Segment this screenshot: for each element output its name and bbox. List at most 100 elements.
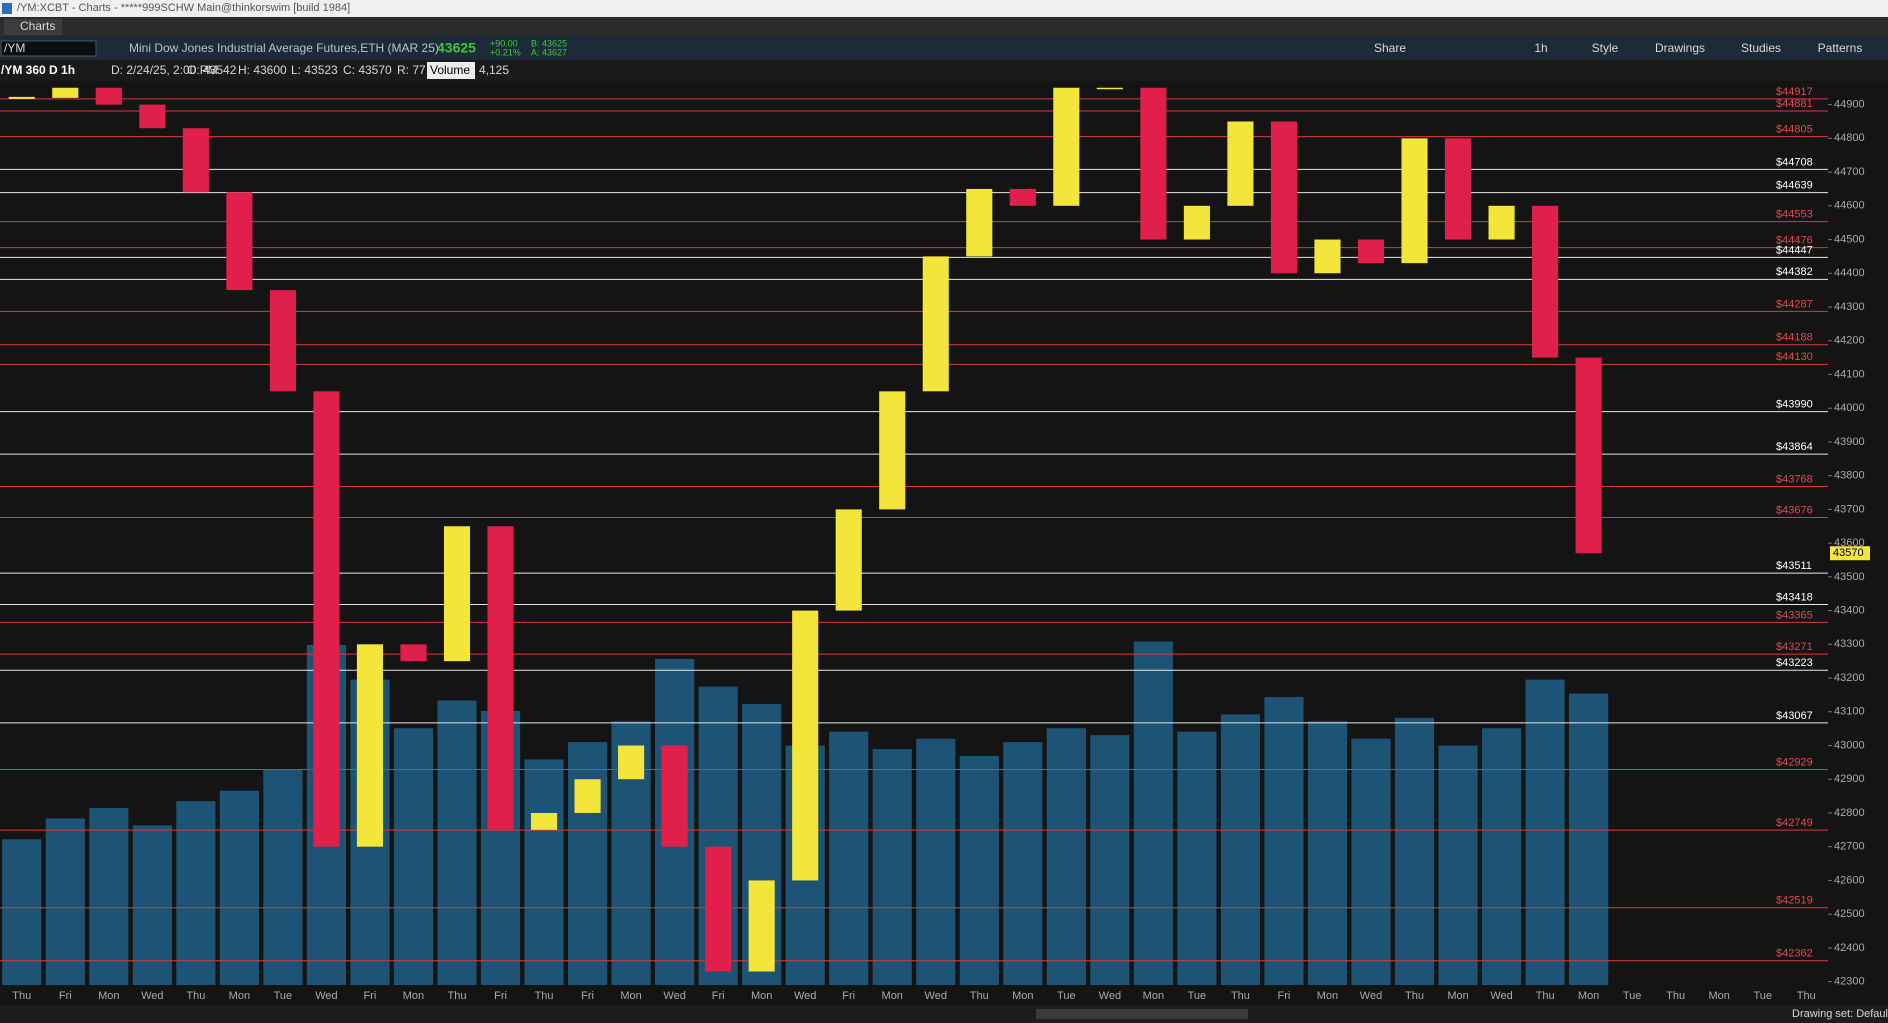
toolbar-button[interactable]: Patterns	[1818, 41, 1863, 55]
x-tick-label: Thu	[12, 990, 31, 1002]
x-tick-label: Thu	[970, 990, 989, 1002]
x-tick-label: Thu	[1797, 990, 1816, 1002]
x-tick-label: Mon	[1317, 990, 1338, 1002]
tab[interactable]	[4, 19, 62, 35]
x-tick-label: Mon	[403, 990, 424, 1002]
x-tick-label: Mon	[1012, 990, 1033, 1002]
y-tick-label: 44000	[1834, 402, 1865, 414]
x-tick-label: Wed	[315, 990, 337, 1002]
y-tick-label: 44800	[1834, 132, 1865, 144]
price-level-label: $44881	[1776, 98, 1813, 110]
volume-bar	[176, 801, 216, 985]
volume-bar	[916, 738, 956, 985]
description: Mini Dow Jones Industrial Average Future…	[129, 41, 439, 55]
x-tick-label: Wed	[663, 990, 685, 1002]
price-level-label: $42929	[1776, 756, 1813, 768]
candle	[52, 87, 79, 98]
price-level-label: $43676	[1776, 504, 1813, 516]
candle	[618, 745, 645, 780]
y-tick-label: 44300	[1834, 301, 1865, 313]
price-level-label: $44188	[1776, 332, 1813, 344]
toolbar-button[interactable]: 1h	[1534, 41, 1547, 55]
volume-bar	[959, 755, 999, 985]
price-level-label: $43511	[1776, 560, 1812, 572]
y-tick-label: 42900	[1834, 773, 1865, 785]
candle	[1314, 239, 1341, 274]
candle	[661, 745, 688, 847]
x-tick-label: Mon	[1708, 990, 1729, 1002]
x-tick-label: Tue	[1188, 990, 1207, 1002]
y-tick-label: 42600	[1834, 874, 1865, 886]
y-tick-label: 43000	[1834, 739, 1865, 751]
y-tick-label: 44900	[1834, 99, 1865, 111]
x-tick-label: Wed	[141, 990, 163, 1002]
x-tick-label: Mon	[1578, 990, 1599, 1002]
toolbar-button[interactable]: Share	[1374, 41, 1406, 55]
x-tick-label: Thu	[535, 990, 554, 1002]
plot-area	[0, 81, 1828, 985]
y-tick-label: 43100	[1834, 706, 1865, 718]
window-title: /YM:XCBT - Charts - *****999SCHW Main@th…	[17, 2, 350, 14]
volume-bar	[829, 731, 869, 985]
candle	[966, 188, 993, 257]
volume-bar	[89, 808, 129, 985]
x-tick-label: Mon	[751, 990, 772, 1002]
drawing-set: Drawing set: Default	[1792, 1008, 1888, 1020]
price-level-label: $43418	[1776, 591, 1813, 603]
candle	[269, 290, 296, 392]
volume-bar	[524, 759, 564, 985]
toolbar-button[interactable]: Studies	[1741, 41, 1781, 55]
volume-bar	[393, 728, 434, 985]
volume-bar	[1569, 693, 1609, 985]
y-tick-label: 44600	[1834, 200, 1865, 212]
x-tick-label: Fri	[1278, 990, 1291, 1002]
x-tick-label: Fri	[842, 990, 855, 1002]
toolbar-button[interactable]: Style	[1592, 41, 1619, 55]
price-level-label: $44130	[1776, 351, 1813, 363]
symbol[interactable]: /YM	[4, 41, 25, 55]
y-tick-label: 42300	[1834, 976, 1865, 988]
volume-bar	[1351, 738, 1391, 985]
x-tick-label: Thu	[1405, 990, 1424, 1002]
candle	[487, 526, 514, 830]
volume-bar	[872, 749, 912, 985]
price-level-label: $43067	[1776, 710, 1813, 722]
bar-high: H: 43600	[238, 63, 287, 77]
x-tick-label: Thu	[1231, 990, 1250, 1002]
scrollbar[interactable]	[1036, 1009, 1248, 1019]
candle	[1532, 205, 1559, 358]
volume-bar	[1177, 731, 1217, 985]
toolbar-button[interactable]: Drawings	[1655, 41, 1705, 55]
x-tick-label: Wed	[1360, 990, 1382, 1002]
tab-bar	[0, 17, 1888, 36]
x-tick-label: Tue	[274, 990, 293, 1002]
symbol-box[interactable]	[0, 40, 97, 57]
candle	[879, 391, 906, 510]
y-tick-label: 44100	[1834, 368, 1865, 380]
candle	[1488, 205, 1515, 240]
y-tick-label: 44500	[1834, 233, 1865, 245]
price-level-label: $43271	[1776, 641, 1813, 653]
x-tick-label: Tue	[1057, 990, 1076, 1002]
bar-open: O: 43542	[187, 63, 237, 77]
volume-bar	[1481, 728, 1522, 985]
tab-label[interactable]: Charts	[20, 19, 55, 33]
candle	[139, 104, 166, 129]
price-level-label: $44708	[1776, 156, 1813, 168]
volume-bar	[263, 769, 303, 985]
x-tick-label: Fri	[494, 990, 507, 1002]
y-tick-label: 44200	[1834, 335, 1865, 347]
candle	[1357, 239, 1385, 264]
price-level-label: $43990	[1776, 398, 1813, 410]
study-box[interactable]	[427, 62, 475, 79]
y-tick-label: 42500	[1834, 908, 1865, 920]
volume-bar	[1003, 742, 1043, 985]
price-level-label: $42749	[1776, 817, 1813, 829]
x-tick-label: Fri	[364, 990, 377, 1002]
study-name[interactable]: Volume	[430, 63, 470, 77]
volume-bar	[1090, 735, 1130, 985]
plot: 42300 42400 42500 42600 42700 42800 42900 43000…	[0, 81, 1870, 1002]
volume-bar	[219, 790, 259, 985]
volume-bar	[1438, 745, 1478, 985]
candle	[1227, 121, 1254, 206]
